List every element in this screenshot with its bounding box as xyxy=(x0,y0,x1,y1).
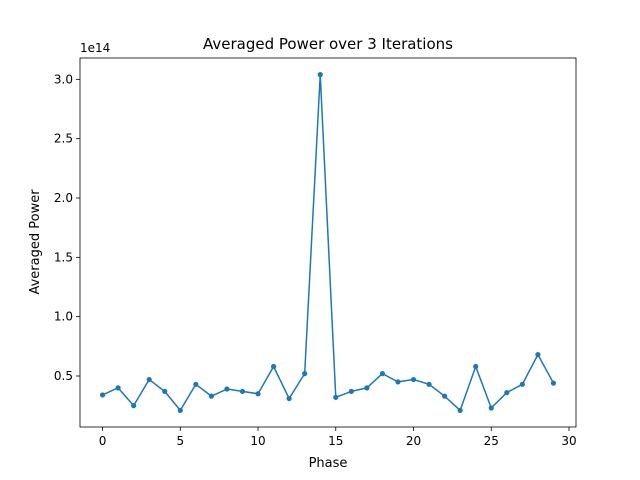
chart-title: Averaged Power over 3 Iterations xyxy=(203,35,453,53)
y-tick-label: 0.5 xyxy=(54,369,73,383)
data-point xyxy=(131,403,137,409)
x-tick-label: 15 xyxy=(328,434,343,448)
data-point xyxy=(99,392,106,398)
x-tick-label: 30 xyxy=(561,434,576,448)
x-axis-label: Phase xyxy=(309,456,348,471)
x-tick-label: 25 xyxy=(484,434,499,448)
y-tick-label: 2.5 xyxy=(54,132,73,146)
data-point xyxy=(193,381,199,387)
y-axis-label: Averaged Power xyxy=(28,189,43,295)
data-point xyxy=(410,376,417,383)
data-point xyxy=(473,363,479,370)
data-point xyxy=(488,405,494,411)
data-point xyxy=(224,386,230,392)
data-point xyxy=(535,352,541,358)
y-axis-offset-label: 1e14 xyxy=(80,41,110,55)
data-point xyxy=(395,379,401,385)
x-tick-label: 0 xyxy=(99,434,107,448)
data-point xyxy=(379,371,386,377)
data-point xyxy=(348,388,354,395)
y-tick-label: 1.5 xyxy=(54,250,73,264)
data-point xyxy=(519,381,525,387)
data-point xyxy=(270,363,277,370)
axes-frame xyxy=(79,57,577,428)
y-tick-label: 1.0 xyxy=(54,310,73,324)
data-point xyxy=(317,72,323,78)
x-tick-label: 20 xyxy=(406,434,421,448)
data-point xyxy=(239,388,246,395)
y-tick-label: 2.0 xyxy=(54,191,73,205)
plot-area: 0 5 10 15 20 25 30 0.5 1.0 1.5 2.0 2.5 3.0 xyxy=(54,57,577,448)
data-point xyxy=(162,388,168,395)
data-point xyxy=(302,371,308,377)
data-point xyxy=(208,393,214,399)
data-point xyxy=(146,376,152,383)
data-point xyxy=(115,385,121,391)
data-point xyxy=(442,393,448,399)
data-point xyxy=(550,380,557,386)
data-point xyxy=(286,395,292,402)
data-point xyxy=(364,385,370,391)
data-point xyxy=(255,391,261,397)
series-line xyxy=(102,73,555,412)
data-point xyxy=(457,407,463,413)
data-point xyxy=(504,389,510,396)
data-point xyxy=(177,407,183,413)
x-tick-label: 5 xyxy=(176,434,184,448)
y-tick-label: 3.0 xyxy=(54,72,73,86)
data-point xyxy=(426,381,432,387)
x-tick-label: 10 xyxy=(250,434,265,448)
data-point xyxy=(333,394,339,400)
